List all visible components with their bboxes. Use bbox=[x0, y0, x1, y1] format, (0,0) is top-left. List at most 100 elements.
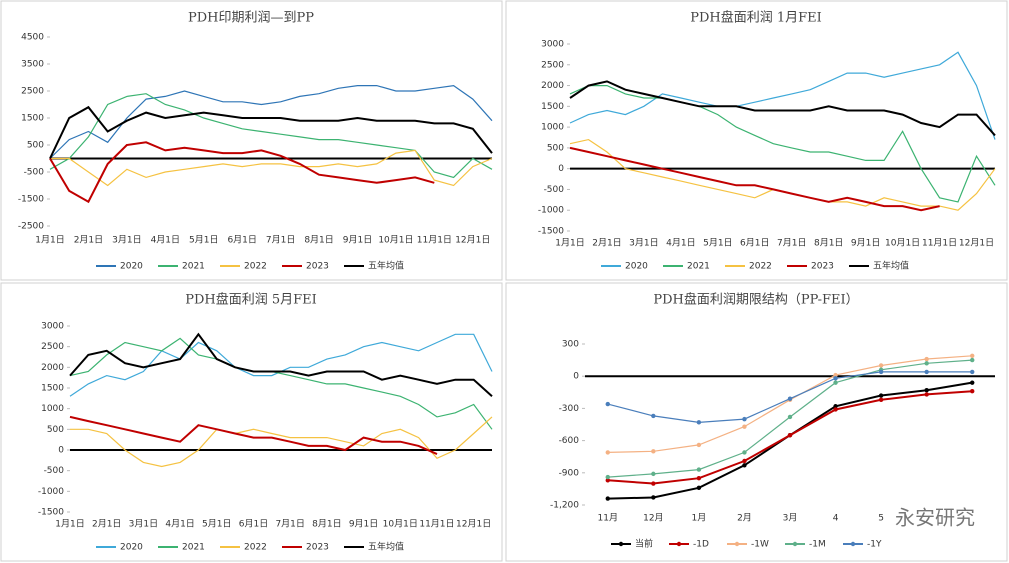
legend-marker bbox=[734, 541, 740, 547]
y-tick-label: -1500 bbox=[18, 195, 44, 205]
x-tick-label: 12月1日 bbox=[959, 238, 994, 249]
point bbox=[605, 478, 610, 483]
point bbox=[970, 353, 975, 359]
y-tick-label: 4500 bbox=[21, 33, 44, 43]
x-tick-label: 8月1日 bbox=[814, 238, 843, 249]
chart-title: PDH盘面利润 5月FEI bbox=[185, 292, 317, 308]
x-tick-label: 3月1日 bbox=[629, 238, 658, 249]
series-line bbox=[49, 93, 493, 179]
x-tick-label: 11月1日 bbox=[419, 519, 454, 530]
x-tick-label: 11月1日 bbox=[417, 235, 452, 246]
legend-label: 2020 bbox=[120, 262, 143, 272]
point bbox=[651, 449, 656, 454]
y-tick-label: -1000 bbox=[38, 487, 64, 497]
point bbox=[787, 414, 793, 420]
point bbox=[970, 380, 975, 385]
y-tick-label: 3500 bbox=[21, 60, 44, 70]
x-tick-label: 9月1日 bbox=[349, 519, 378, 530]
legend-label: -1W bbox=[751, 540, 769, 550]
series-line bbox=[569, 51, 996, 140]
y-tick-label: -600 bbox=[559, 436, 580, 446]
y-tick-label: -1500 bbox=[38, 508, 64, 518]
y-tick-label: 2500 bbox=[21, 87, 44, 97]
legend-label: 2021 bbox=[182, 262, 205, 272]
x-tick-label: 10月1日 bbox=[885, 238, 920, 249]
legend-label: 五年均值 bbox=[873, 260, 909, 272]
x-tick-label: 6月1日 bbox=[227, 235, 256, 246]
point bbox=[970, 369, 975, 375]
y-tick-label: 500 bbox=[547, 143, 564, 153]
x-tick-label: 9月1日 bbox=[851, 238, 880, 249]
series-line bbox=[50, 149, 493, 187]
legend-label: 2022 bbox=[244, 262, 267, 272]
y-tick-label: -500 bbox=[544, 185, 565, 195]
legend-label: 2021 bbox=[687, 262, 710, 272]
point bbox=[833, 407, 838, 412]
point bbox=[742, 458, 747, 464]
x-tick-label: 12月 bbox=[643, 513, 663, 524]
legend-label: 2023 bbox=[811, 262, 834, 272]
x-tick-label: 10月1日 bbox=[383, 519, 418, 530]
series-line bbox=[569, 80, 996, 137]
y-tick-label: 500 bbox=[27, 141, 44, 151]
y-tick-label: -1500 bbox=[538, 227, 564, 237]
legend-label: 2022 bbox=[749, 262, 772, 272]
point bbox=[605, 496, 610, 501]
x-tick-label: 8月1日 bbox=[312, 519, 341, 530]
series-line bbox=[569, 146, 940, 212]
x-tick-label: 2月1日 bbox=[74, 235, 103, 246]
point bbox=[742, 450, 747, 455]
legend-label: 2023 bbox=[306, 262, 329, 272]
x-tick-label: 7月1日 bbox=[266, 235, 295, 246]
point bbox=[833, 404, 838, 409]
point bbox=[878, 363, 884, 368]
series-line bbox=[69, 337, 493, 430]
chart-title: PDH印期利润—到PP bbox=[188, 11, 314, 26]
y-tick-label: 0 bbox=[573, 372, 579, 382]
x-tick-label: 11月 bbox=[598, 513, 618, 524]
chart-title: PDH盘面利润期限结构（PP-FEI） bbox=[653, 292, 858, 308]
point bbox=[696, 442, 702, 448]
x-tick-label: 5月1日 bbox=[189, 235, 218, 246]
point bbox=[878, 369, 884, 375]
x-tick-label: 1月1日 bbox=[55, 519, 84, 530]
y-tick-label: 1000 bbox=[41, 404, 64, 414]
x-tick-label: 1月 bbox=[692, 513, 707, 524]
point bbox=[651, 471, 656, 477]
legend-label: 五年均值 bbox=[368, 260, 404, 272]
x-tick-label: 9月1日 bbox=[343, 235, 372, 246]
y-tick-label: 300 bbox=[562, 340, 579, 350]
y-tick-label: 3000 bbox=[41, 322, 64, 332]
y-tick-label: -1,200 bbox=[550, 501, 579, 511]
point bbox=[742, 416, 747, 422]
x-tick-label: 4 bbox=[833, 514, 839, 524]
x-tick-label: 1月1日 bbox=[555, 238, 584, 249]
x-tick-label: 4月1日 bbox=[666, 238, 695, 249]
y-tick-label: 500 bbox=[47, 425, 64, 435]
watermark: 永安研究 bbox=[895, 506, 975, 530]
x-tick-label: 4月1日 bbox=[165, 519, 194, 530]
y-tick-label: 1500 bbox=[21, 114, 44, 124]
x-tick-label: 7月1日 bbox=[777, 238, 806, 249]
x-tick-label: 3月1日 bbox=[129, 519, 158, 530]
series-line bbox=[49, 141, 435, 204]
y-tick-label: -300 bbox=[559, 404, 580, 414]
series-line bbox=[69, 332, 493, 398]
legend-label: 2022 bbox=[244, 543, 267, 553]
point bbox=[605, 474, 610, 480]
x-tick-label: 11月1日 bbox=[922, 238, 957, 249]
x-tick-label: 2月1日 bbox=[92, 519, 121, 530]
x-tick-label: 5月1日 bbox=[703, 238, 732, 249]
x-tick-label: 3月1日 bbox=[112, 235, 141, 246]
point bbox=[605, 401, 610, 407]
point bbox=[651, 495, 656, 500]
legend-label: 五年均值 bbox=[368, 541, 404, 553]
legend-label: 2023 bbox=[306, 543, 329, 553]
point bbox=[878, 393, 884, 398]
point bbox=[924, 369, 929, 375]
x-tick-label: 5月1日 bbox=[202, 519, 231, 530]
panel bbox=[505, 282, 1008, 562]
x-tick-label: 12月1日 bbox=[455, 235, 490, 246]
x-tick-label: 4月1日 bbox=[151, 235, 180, 246]
y-tick-label: 3000 bbox=[541, 40, 564, 50]
